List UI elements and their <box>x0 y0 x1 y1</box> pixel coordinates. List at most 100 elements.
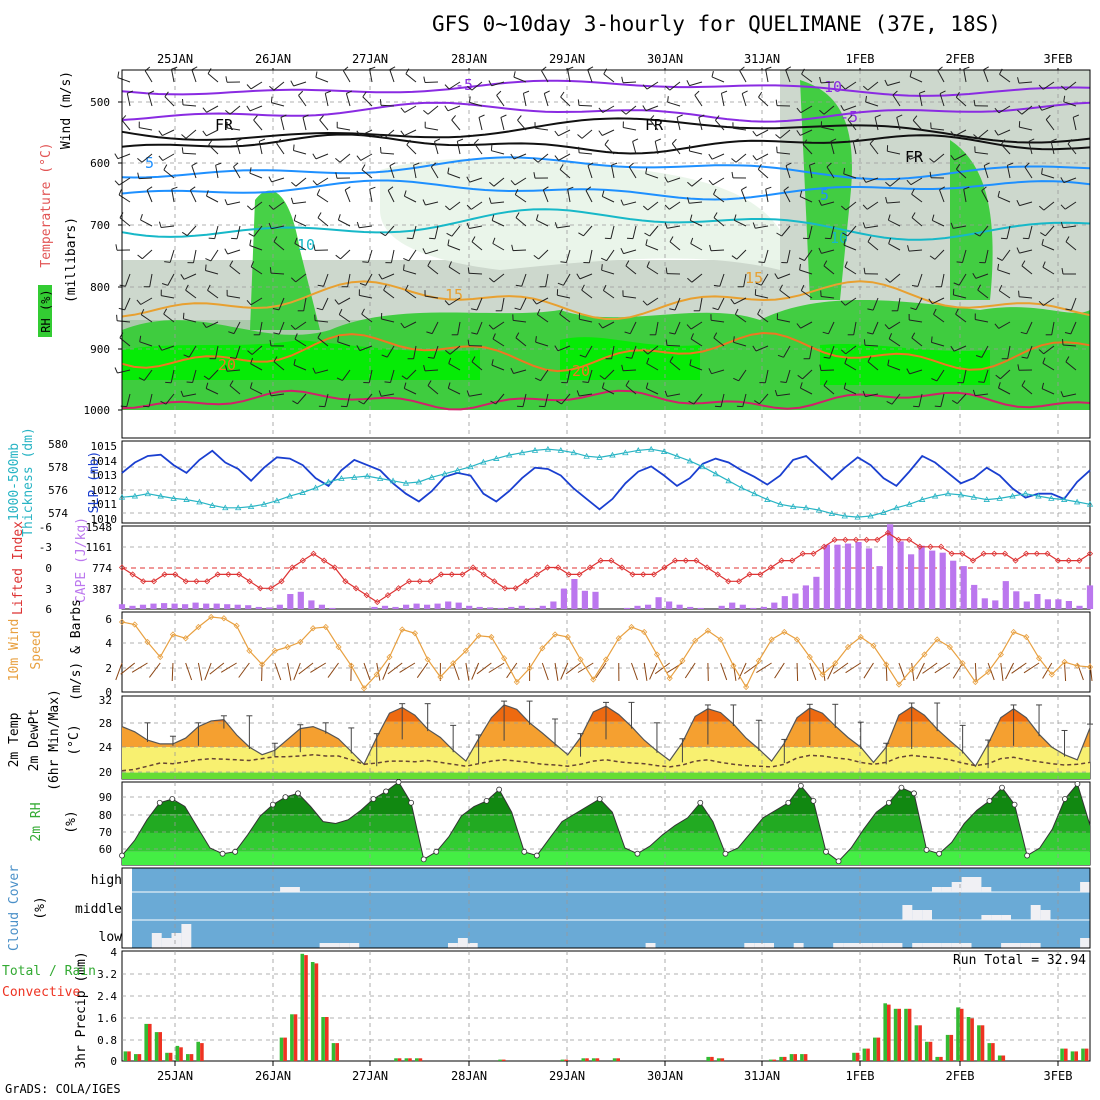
wind-barb <box>356 130 361 136</box>
cloud-bar <box>329 943 340 948</box>
cape-bar <box>676 604 683 609</box>
wind-barb <box>599 375 605 380</box>
wind-barb <box>843 167 846 174</box>
wind-barb <box>823 265 835 275</box>
wind-barb <box>165 393 175 405</box>
wind-barb <box>939 189 945 203</box>
wind-barb <box>972 272 977 279</box>
axis-label-rh2m: 2m RH <box>29 802 44 841</box>
wind-barb <box>929 171 932 178</box>
wind-barb <box>808 225 813 239</box>
wind-barb <box>405 68 410 75</box>
precip-total-bar <box>789 1054 794 1061</box>
wind-barb <box>1006 225 1011 239</box>
wind-barb <box>587 165 593 179</box>
cape-bar <box>950 560 957 609</box>
wind-barb <box>712 177 725 186</box>
wind10-barb <box>974 662 977 682</box>
lifted-point <box>352 585 360 592</box>
wind-barb <box>317 284 324 287</box>
cape-bar <box>581 590 588 609</box>
cloud-bar <box>951 882 962 892</box>
wind10-barb <box>827 662 836 680</box>
wind-barb <box>996 257 1003 261</box>
wind-barb <box>687 197 690 204</box>
precip-total-bar <box>873 1037 877 1061</box>
rh-shading <box>122 340 480 380</box>
wind-barb <box>654 141 659 155</box>
wind-barb <box>821 201 835 206</box>
wind-barb <box>425 295 439 299</box>
wind-barb <box>799 190 803 197</box>
wind-barb <box>295 177 307 187</box>
wind-barb <box>752 345 757 352</box>
wind-barb <box>406 139 411 146</box>
wind-barb <box>513 76 527 83</box>
wind-barb <box>359 345 373 352</box>
wind-barb <box>1062 338 1064 346</box>
wind-barb <box>185 129 197 139</box>
wind-barb <box>1021 385 1033 395</box>
wind-barb <box>246 205 253 211</box>
wind-barb <box>997 196 1011 203</box>
wind-barb <box>1020 331 1027 335</box>
wind-barb <box>632 225 637 239</box>
precip-convective-bar <box>564 1059 568 1061</box>
lifted-point <box>246 578 253 585</box>
wind-barb <box>799 269 813 275</box>
wind-barb <box>149 273 153 287</box>
wind-barb <box>798 257 805 262</box>
wind-barb <box>645 173 659 179</box>
wind-barb <box>1028 138 1035 142</box>
wind-barb <box>324 93 329 107</box>
wind-barb <box>361 164 366 170</box>
wind-barb <box>404 387 417 395</box>
date-label-top: 29JAN <box>549 52 585 66</box>
precip-total-bar <box>144 1023 148 1061</box>
wind-barb <box>335 172 338 179</box>
rh2m-point <box>1024 852 1031 859</box>
wind-barb <box>180 390 184 397</box>
wind10-point <box>1086 663 1094 671</box>
below-surface <box>122 410 1090 438</box>
precip-convective-bar <box>189 1054 194 1061</box>
cloud-bar <box>961 877 972 892</box>
wind-barb <box>711 319 725 323</box>
wind-barb <box>513 319 527 323</box>
wind-barb <box>250 363 263 371</box>
precip-total-bar <box>716 1058 721 1062</box>
wind-barb <box>1065 81 1077 91</box>
contour-label: 5 <box>145 154 154 172</box>
wind-barb <box>800 105 813 114</box>
wind-barb <box>205 264 207 271</box>
wind-barb <box>690 219 703 227</box>
cloud-bar <box>932 943 942 948</box>
lifted-point <box>959 550 966 557</box>
wind-barb <box>785 66 792 71</box>
wind10-barb <box>631 662 638 681</box>
wind-barb <box>733 341 747 347</box>
precip-convective-bar <box>782 1056 787 1061</box>
cape-bar <box>781 596 788 609</box>
wind10-point <box>870 642 877 649</box>
wind10-barb <box>131 662 148 673</box>
cape-bar <box>981 598 988 609</box>
wind-barb <box>162 129 175 137</box>
wind-barb <box>346 393 351 407</box>
wind-barb <box>181 134 187 139</box>
precip-total-bar <box>1070 1051 1075 1061</box>
wind-barb <box>139 341 153 347</box>
wind-barb <box>115 244 118 251</box>
wind-barb <box>557 345 571 352</box>
precip-total-bar <box>977 1025 981 1062</box>
precip-total-bar <box>935 1056 939 1061</box>
lifted-point <box>1001 550 1008 557</box>
wind-barb <box>137 158 143 163</box>
wind-barb <box>1007 162 1014 166</box>
wind-barb <box>273 241 285 251</box>
contour-label: -5 <box>455 76 473 94</box>
rh-legend-swatch <box>38 285 52 337</box>
cape-bar <box>876 566 883 609</box>
wind-barb <box>888 243 901 251</box>
wind-barb <box>847 114 853 121</box>
